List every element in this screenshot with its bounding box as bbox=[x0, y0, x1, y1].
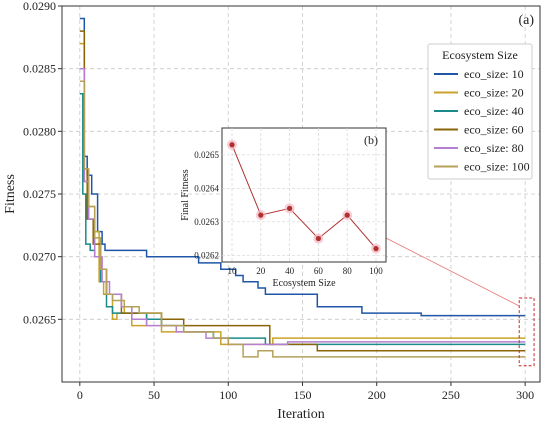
inset-x-axis-label: Ecosystem Size bbox=[272, 278, 336, 289]
inset-point bbox=[373, 246, 379, 252]
inset-point bbox=[258, 212, 264, 218]
inset-y-tick-label: 0.0265 bbox=[194, 150, 219, 160]
y-tick-label: 0.0275 bbox=[23, 187, 56, 201]
zoom-connector bbox=[385, 237, 535, 367]
inset-point bbox=[344, 212, 350, 218]
inset-series-line bbox=[231, 144, 377, 249]
inset-x-tick-label: 10 bbox=[228, 266, 238, 276]
y-tick-label: 0.0280 bbox=[23, 124, 56, 138]
y-axis-label: Fitness bbox=[3, 174, 18, 214]
x-tick-label: 0 bbox=[77, 388, 83, 402]
inset-x-tick-label: 60 bbox=[314, 266, 324, 276]
inset-x-tick-label: 80 bbox=[343, 266, 353, 276]
inset-y-tick-label: 0.0262 bbox=[194, 250, 219, 260]
legend-title: Ecosystem Size bbox=[442, 48, 518, 62]
panel-a: 0 50 100 150 200 250 300 0.0265 0.0270 0.0275 0.02… bbox=[3, 0, 541, 422]
panel-label-a: (a) bbox=[518, 13, 534, 28]
inset-y-tick-label: 0.0264 bbox=[194, 183, 219, 193]
inset-point bbox=[315, 235, 321, 242]
legend-label: eco_size: 10 bbox=[464, 67, 524, 81]
inset-y-axis-label: Final Fitness bbox=[180, 169, 191, 221]
series-line-eco-size-10 bbox=[79, 17, 526, 317]
inset-x-tick-label: 20 bbox=[256, 266, 266, 276]
x-tick-label: 50 bbox=[148, 388, 160, 402]
inset-frame bbox=[221, 127, 387, 263]
y-tick-label: 0.0270 bbox=[23, 250, 56, 264]
y-tick-label: 0.0290 bbox=[23, 0, 56, 13]
legend-label: eco_size: 20 bbox=[464, 86, 524, 100]
x-tick-label: 300 bbox=[516, 388, 534, 402]
inset-point bbox=[287, 205, 293, 211]
legend-label: eco_size: 100 bbox=[464, 160, 530, 174]
legend-label: eco_size: 60 bbox=[464, 123, 524, 137]
inset-x-tick-label: 40 bbox=[285, 266, 295, 276]
x-tick-label: 250 bbox=[442, 388, 460, 402]
inset-point bbox=[229, 142, 235, 148]
legend-label: eco_size: 80 bbox=[464, 141, 524, 155]
panel-label-b: (b) bbox=[364, 133, 378, 147]
y-tick-label: 0.0285 bbox=[23, 62, 56, 76]
zoom-connector-line bbox=[385, 237, 520, 307]
inset-y-tick-label: 0.0263 bbox=[194, 217, 219, 227]
inset-x-tick-label: 100 bbox=[369, 266, 383, 276]
y-tick-label: 0.0265 bbox=[23, 312, 56, 326]
x-tick-label: 200 bbox=[368, 388, 386, 402]
zoom-box bbox=[518, 297, 535, 367]
legend-label: eco_size: 40 bbox=[464, 104, 524, 118]
legend-box bbox=[427, 43, 533, 180]
x-axis-label: Iteration bbox=[277, 407, 324, 422]
x-tick-label: 150 bbox=[293, 388, 311, 402]
x-tick-label: 100 bbox=[219, 388, 237, 402]
legend: Ecosystem Size eco_size: 10 eco_size: 20 ec… bbox=[427, 43, 533, 180]
panel-b-inset: 10 20 40 60 80 100 0.0262 0.0263 0.0264 0.0265 Eco… bbox=[180, 127, 387, 289]
series-line-eco-size-100 bbox=[79, 80, 526, 358]
